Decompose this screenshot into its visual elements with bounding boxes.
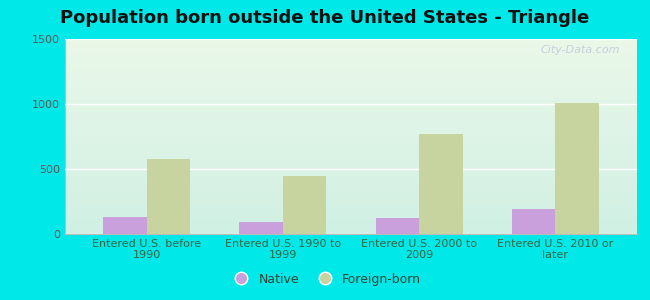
Bar [239,222,283,234]
Legend: Native, Foreign-born: Native, Foreign-born [224,268,426,291]
Bar [512,209,555,234]
Bar [283,176,326,234]
Bar [147,159,190,234]
Text: Population born outside the United States - Triangle: Population born outside the United State… [60,9,590,27]
Bar [555,103,599,234]
Bar [376,218,419,234]
Bar [419,134,463,234]
Text: City-Data.com: City-Data.com [540,45,620,55]
Bar [103,217,147,234]
